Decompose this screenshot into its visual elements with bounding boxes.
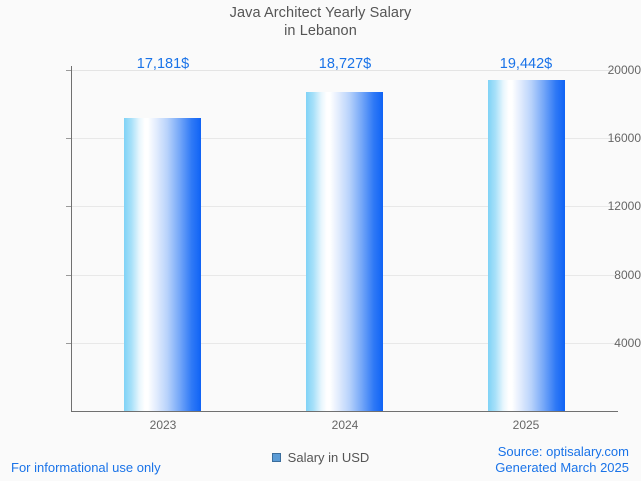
- y-axis-tick-4000: [66, 343, 72, 344]
- bar-value-label-2025: 19,442$: [499, 56, 553, 72]
- x-axis-label-2024: 2024: [331, 418, 359, 432]
- gridline-20000: [72, 70, 617, 71]
- bar-value-label-2023: 17,181$: [136, 56, 190, 72]
- y-axis-label-16000: 16000: [607, 131, 641, 145]
- chart-title: Java Architect Yearly Salary in Lebanon: [0, 4, 641, 40]
- y-axis-label-4000: 4000: [614, 336, 641, 350]
- y-axis-tick-20000: [66, 70, 72, 71]
- chart-title-line-1: Java Architect Yearly Salary: [229, 5, 412, 21]
- legend-marker-salary-in-usd: [271, 453, 281, 462]
- x-axis-label-2025: 2025: [512, 418, 540, 432]
- x-axis-line: [71, 411, 618, 412]
- chart-title-line-2: in Lebanon: [284, 23, 357, 39]
- bar-value-label-2024: 18,727$: [318, 56, 372, 72]
- y-axis-label-20000: 20000: [607, 63, 641, 77]
- y-axis-label-8000: 8000: [614, 268, 641, 282]
- x-axis-label-2023: 2023: [149, 418, 177, 432]
- footer-source-line: Source: optisalary.com: [497, 444, 629, 459]
- legend-label-salary-in-usd: Salary in USD: [287, 450, 370, 465]
- y-axis-tick-12000: [66, 206, 72, 207]
- bar-2024[interactable]: [306, 92, 383, 411]
- y-axis-line: [71, 66, 72, 412]
- chart-legend[interactable]: Salary in USD: [0, 450, 641, 465]
- footer-generated-line: Generated March 2025: [495, 460, 629, 475]
- y-axis-tick-8000: [66, 275, 72, 276]
- footer-disclaimer: For informational use only: [11, 460, 161, 475]
- footer-source: Source: optisalary.com Generated March 2…: [495, 444, 629, 476]
- y-axis-tick-16000: [66, 138, 72, 139]
- bar-2023[interactable]: [124, 118, 201, 411]
- bar-2025[interactable]: [488, 80, 565, 411]
- y-axis-label-12000: 12000: [607, 199, 641, 213]
